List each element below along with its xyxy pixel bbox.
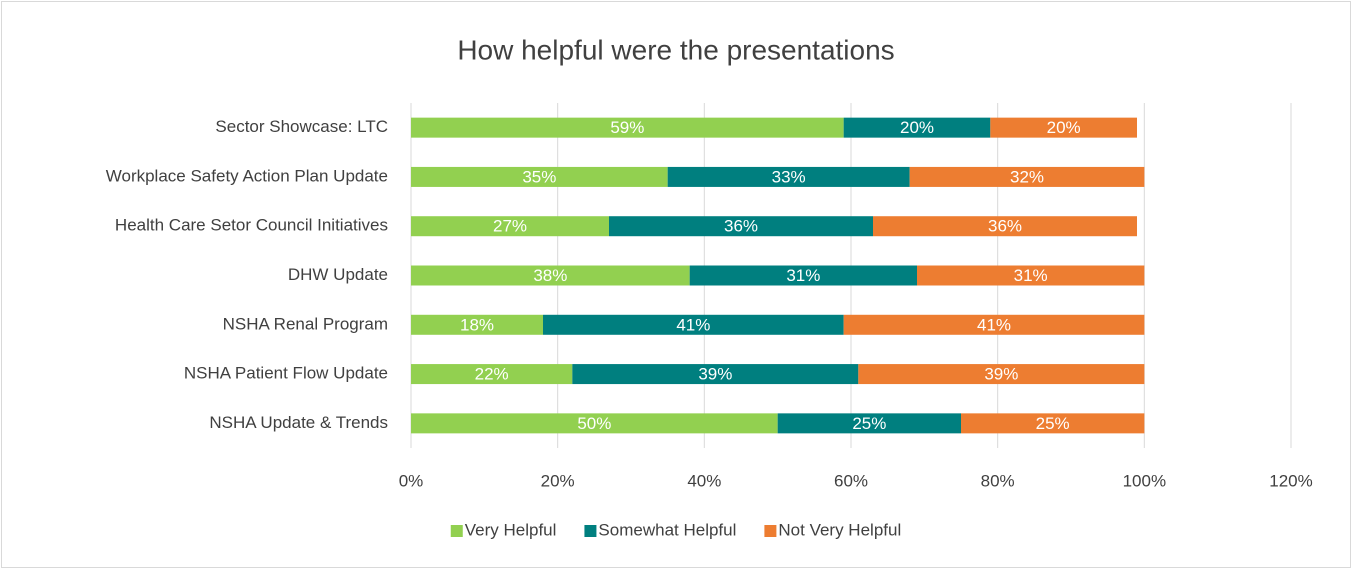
data-label: 31% [786,266,820,285]
data-label: 25% [852,414,886,433]
bar-segment [411,413,778,434]
bar-segment [689,265,917,286]
data-label: 32% [1010,167,1044,186]
legend-label: Very Helpful [465,520,557,539]
data-label: 39% [984,365,1018,384]
x-tick-label: 20% [541,471,575,490]
y-tick-label: DHW Update [288,265,388,284]
data-label: 36% [724,217,758,236]
legend-swatch [584,525,597,537]
chart-title: How helpful were the presentations [457,34,894,65]
data-label: 36% [988,217,1022,236]
bar-segment [411,314,543,335]
data-label: 25% [1036,414,1070,433]
bar-segment [777,413,961,434]
bar-segment [909,166,1145,187]
y-tick-label: Workplace Safety Action Plan Update [106,166,388,185]
bar-segment [843,117,991,138]
x-tick-label: 60% [834,471,868,490]
x-tick-label: 120% [1269,471,1312,490]
legend-swatch [450,525,463,537]
data-label: 50% [577,414,611,433]
data-label: 20% [1047,118,1081,137]
data-label: 20% [900,118,934,137]
data-label: 39% [698,365,732,384]
legend-label: Not Very Helpful [778,520,901,539]
data-label: 18% [460,315,494,334]
data-label: 33% [772,167,806,186]
data-label: 41% [676,315,710,334]
y-tick-label: Sector Showcase: LTC [215,117,388,136]
bar-segment [609,216,873,237]
bar-segment [990,117,1137,138]
bar-segment [667,166,910,187]
bar-segment [858,364,1145,385]
x-tick-label: 40% [687,471,721,490]
bar-segment [411,364,573,385]
data-label: 38% [533,266,567,285]
bar-segment [572,364,859,385]
data-label: 35% [522,167,556,186]
bar-segment [411,117,844,138]
y-tick-label: NSHA Update & Trends [209,413,388,432]
bar-segment [543,314,844,335]
y-tick-label: Health Care Setor Council Initiatives [115,216,388,235]
bar-segment [843,314,1145,335]
x-tick-label: 0% [399,471,424,490]
data-label: 59% [610,118,644,137]
bar-segment [961,413,1145,434]
bar-segment [411,216,609,237]
legend-swatch [764,525,777,537]
x-tick-label: 80% [981,471,1015,490]
data-label: 22% [475,365,509,384]
data-label: 27% [493,217,527,236]
data-label: 31% [1014,266,1048,285]
bar-segment [873,216,1137,237]
data-label: 41% [977,315,1011,334]
legend-label: Somewhat Helpful [598,520,736,539]
bar-segment [917,265,1145,286]
bar-segment [411,166,668,187]
bar-segment [411,265,690,286]
x-tick-label: 100% [1123,471,1166,490]
y-tick-label: NSHA Renal Program [223,314,388,333]
y-tick-label: NSHA Patient Flow Update [184,364,388,383]
